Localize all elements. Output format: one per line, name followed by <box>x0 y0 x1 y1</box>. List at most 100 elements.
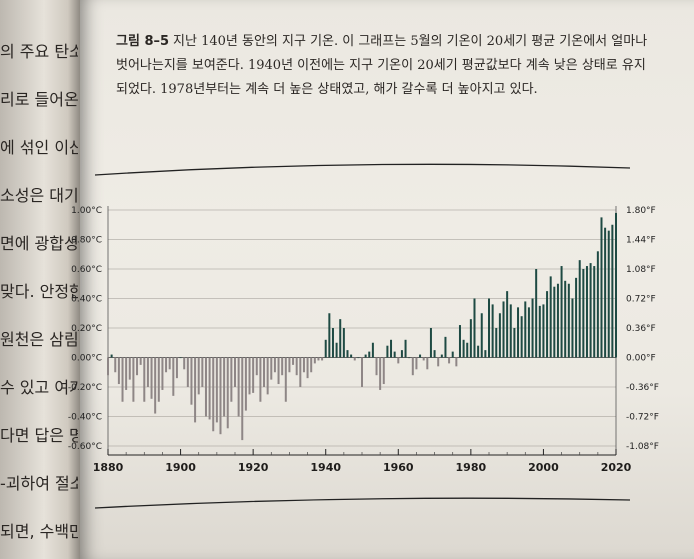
bar <box>114 357 117 373</box>
bar <box>553 286 556 358</box>
bar <box>125 357 128 390</box>
bar <box>335 342 338 358</box>
bar <box>473 298 476 358</box>
bar <box>157 357 160 402</box>
bar <box>317 357 320 361</box>
bar <box>190 357 193 405</box>
bar <box>263 357 266 387</box>
bar <box>535 269 538 358</box>
bar <box>451 351 454 358</box>
bar <box>404 339 407 358</box>
bar <box>324 339 327 358</box>
bar <box>556 283 559 358</box>
bar <box>121 357 124 402</box>
bar <box>292 357 295 365</box>
bar <box>350 354 353 358</box>
bar <box>582 269 585 358</box>
bar <box>168 357 171 370</box>
bar <box>284 357 287 402</box>
bar <box>146 357 149 387</box>
bar <box>488 298 490 358</box>
bar <box>611 224 614 358</box>
bar <box>183 357 186 370</box>
x-tick-label: 1960 <box>383 461 414 474</box>
bar <box>419 354 422 358</box>
bar <box>567 283 570 358</box>
bar <box>128 357 131 380</box>
bar <box>197 357 200 395</box>
right-page: 그림 8–5 지난 140년 동안의 지구 기온. 이 그래프는 5월의 기온이 … <box>80 0 694 559</box>
bar <box>208 357 211 420</box>
bar <box>136 357 139 376</box>
bar <box>596 251 599 358</box>
left-page-line: -괴하여 절소 원 <box>0 474 78 493</box>
bar <box>342 328 345 358</box>
bar <box>364 354 367 358</box>
bar <box>353 357 356 361</box>
bar <box>408 357 411 359</box>
bar <box>375 357 378 376</box>
left-page-line: 에 섞인 이산화탄소 <box>0 138 78 157</box>
bar <box>397 357 400 364</box>
bar <box>477 345 480 358</box>
y-tick-label-right: -0.72°F <box>626 413 659 423</box>
bar <box>531 298 534 358</box>
bar <box>390 339 393 358</box>
bar <box>139 357 142 365</box>
bar <box>107 357 109 376</box>
bar <box>273 357 276 373</box>
bar <box>491 304 494 358</box>
bar <box>382 357 385 385</box>
figure-label: 그림 8–5 <box>116 34 170 49</box>
x-tick-label: 1980 <box>456 461 487 474</box>
y-tick-label-right: -1.08°F <box>626 442 659 452</box>
bar <box>502 301 505 358</box>
y-tick-label-right: 0.72°F <box>626 295 656 305</box>
caption-text: 지난 140년 동안의 지구 기온. 이 그래프는 5월의 기온이 20세기 평… <box>116 34 648 97</box>
bar <box>255 357 258 376</box>
y-tick-label-right: -0.36°F <box>626 383 659 393</box>
bar <box>302 357 305 373</box>
bar <box>310 357 313 373</box>
bar <box>549 276 552 358</box>
left-page-line: 리로 들어온 이산화 <box>0 90 78 109</box>
bar <box>538 305 541 358</box>
bar <box>313 357 316 364</box>
bar <box>422 357 425 361</box>
top-curve <box>94 163 631 176</box>
bar <box>299 357 302 387</box>
bar <box>361 357 363 387</box>
bar <box>281 357 284 376</box>
y-tick-label-left: 0.80°C <box>71 236 102 246</box>
y-tick-label-left: 0.00°C <box>71 354 102 364</box>
bar <box>270 357 273 380</box>
bar <box>186 357 189 387</box>
bar <box>589 263 592 358</box>
y-tick-label-left: -0.60°C <box>68 442 102 452</box>
bar <box>513 328 516 358</box>
bar <box>546 291 549 358</box>
bar <box>607 230 610 358</box>
bar <box>498 313 501 358</box>
bar <box>604 227 607 358</box>
bar <box>484 350 487 358</box>
bar <box>154 357 157 414</box>
bar <box>223 357 226 417</box>
bar <box>117 357 120 385</box>
bar <box>230 357 233 402</box>
bar <box>321 357 324 361</box>
bar <box>357 357 360 359</box>
y-tick-label-left: -0.20°C <box>68 383 102 393</box>
bar <box>517 307 520 358</box>
bar <box>295 357 298 376</box>
bar <box>466 342 469 358</box>
bar <box>368 351 371 358</box>
bar <box>306 357 309 379</box>
bar <box>400 350 403 358</box>
bar <box>204 357 207 417</box>
bar <box>194 357 197 423</box>
bar <box>371 342 374 358</box>
bar <box>527 307 530 358</box>
bar <box>266 357 269 395</box>
